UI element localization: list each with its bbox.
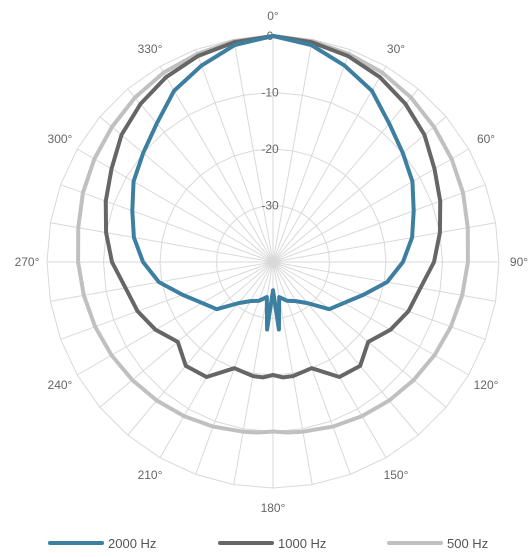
angle-label-30: 30° — [387, 42, 405, 56]
legend-label-500hz: 500 Hz — [447, 536, 488, 551]
legend-swatch-1000hz — [218, 541, 274, 545]
legend-item-2000hz: 2000 Hz — [48, 532, 156, 554]
angle-label-330: 330° — [138, 42, 163, 56]
angular-gridlines — [47, 36, 499, 488]
angle-label-120: 120° — [474, 378, 499, 392]
angle-label-240: 240° — [48, 378, 73, 392]
angle-label-210: 210° — [138, 468, 163, 482]
radial-tick-label: -20 — [261, 142, 279, 156]
angle-label-90: 90° — [510, 255, 528, 269]
legend-swatch-2000hz — [48, 541, 104, 545]
legend-item-500hz: 500 Hz — [387, 532, 488, 554]
angle-label-180: 180° — [261, 501, 286, 515]
angle-label-0: 0° — [267, 9, 279, 23]
legend: 2000 Hz 1000 Hz 500 Hz — [0, 532, 529, 554]
angle-label-300: 300° — [48, 132, 73, 146]
angle-label-60: 60° — [477, 132, 495, 146]
radial-tick-label: -30 — [261, 199, 279, 213]
radial-tick-label: -10 — [261, 86, 279, 100]
legend-label-2000hz: 2000 Hz — [108, 536, 156, 551]
legend-label-1000hz: 1000 Hz — [278, 536, 326, 551]
legend-item-1000hz: 1000 Hz — [218, 532, 326, 554]
angle-label-150: 150° — [384, 468, 409, 482]
radial-tick-labels: 0-10-20-30 — [261, 29, 279, 213]
legend-swatch-500hz — [387, 541, 443, 545]
angle-label-270: 270° — [15, 255, 40, 269]
